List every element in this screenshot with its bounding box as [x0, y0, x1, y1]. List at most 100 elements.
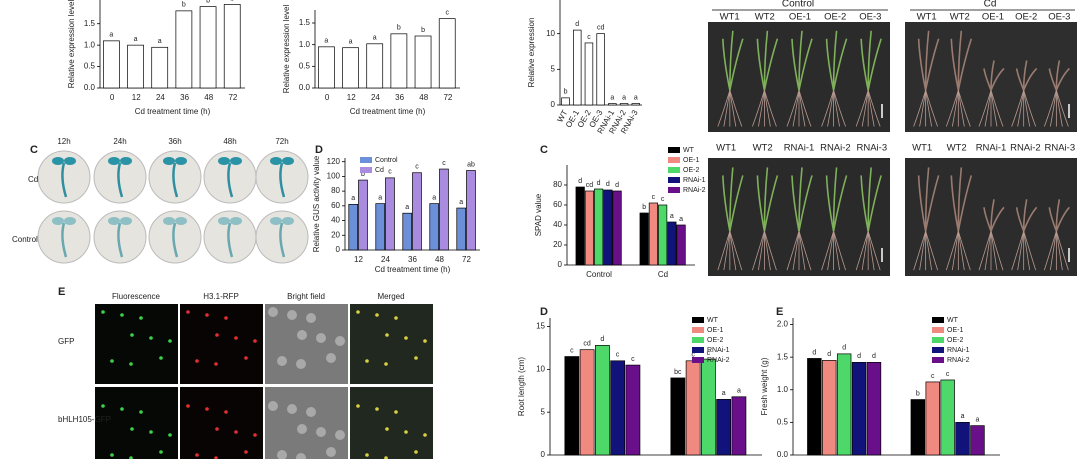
root	[919, 231, 927, 271]
legend-swatch	[360, 167, 372, 173]
significance-letter: ab	[467, 161, 475, 168]
x-axis-label: Cd treatment time (h)	[135, 107, 211, 116]
significance-letter: d	[606, 181, 610, 188]
y-tick-label: 60	[553, 200, 562, 209]
bar	[685, 360, 701, 456]
seedling	[172, 162, 179, 198]
y-tick-label: 0.0	[299, 83, 311, 92]
bar	[910, 399, 926, 456]
bar	[619, 103, 629, 106]
x-tick-label: 48	[419, 93, 428, 102]
bar	[575, 186, 585, 266]
legend-label: WT	[707, 317, 719, 324]
x-tick-label: 72	[462, 255, 471, 264]
bar	[596, 33, 605, 106]
significance-letter: a	[634, 94, 638, 101]
significance-letter: c	[445, 10, 449, 17]
seedling-dish	[255, 150, 309, 204]
root	[1043, 90, 1057, 127]
leaf	[917, 38, 927, 91]
nucleus	[356, 404, 360, 408]
y-tick-label: 1.5	[84, 19, 96, 28]
significance-letter: d	[597, 180, 601, 187]
seedling	[117, 162, 124, 198]
bar	[822, 360, 837, 456]
legend-swatch	[932, 317, 944, 323]
legend-label: OE-2	[683, 167, 699, 174]
bar	[223, 4, 241, 89]
root	[861, 90, 869, 127]
root	[821, 231, 834, 271]
leaf	[957, 30, 963, 91]
bar	[199, 6, 217, 89]
significance-letter: cd	[597, 25, 605, 32]
nucleus	[130, 333, 134, 337]
leaf	[763, 30, 769, 91]
bar	[631, 103, 641, 106]
bar	[676, 224, 686, 266]
leaf	[763, 175, 779, 232]
root	[957, 231, 971, 271]
seedling	[279, 222, 286, 258]
nucleus	[394, 410, 398, 414]
root	[752, 90, 765, 127]
significance-letter: b	[564, 89, 568, 96]
bar	[573, 29, 582, 106]
root	[925, 90, 939, 127]
bar	[348, 204, 359, 251]
y-axis-label: Relative GUS activity value	[312, 155, 321, 252]
seedling-dish	[148, 150, 202, 204]
legend-swatch	[692, 357, 704, 363]
panel-label: C	[540, 144, 548, 156]
root	[786, 231, 800, 271]
legend-label: RNAi-2	[683, 187, 706, 194]
seedling	[61, 222, 68, 258]
nucleus	[244, 356, 248, 360]
panel-label: E	[776, 306, 783, 318]
leaf	[950, 38, 960, 91]
genotype-label: RNAi-1	[784, 143, 815, 154]
nucleus	[404, 430, 408, 434]
root	[798, 90, 812, 127]
column-label: Fluorescence	[112, 292, 161, 301]
significance-letter: a	[459, 199, 463, 206]
cotyledon	[108, 217, 120, 225]
nucleus	[326, 353, 336, 363]
cotyledon	[64, 157, 76, 165]
column-label: H3.1-RFP	[203, 292, 239, 301]
seedling-dish	[203, 210, 257, 264]
leaf	[867, 30, 872, 91]
bar	[366, 43, 384, 89]
nucleus	[159, 356, 163, 360]
y-axis-label: Fresh weight (g)	[760, 357, 769, 415]
genotype-label: WT2	[753, 143, 773, 154]
photo-column-label: Cd	[984, 0, 997, 10]
root	[833, 90, 840, 127]
root	[792, 231, 800, 271]
y-tick-label: 0.5	[84, 62, 96, 71]
genotype-label: OE-3	[1048, 12, 1070, 23]
root	[1017, 231, 1025, 271]
nucleus	[297, 330, 307, 340]
leaf	[957, 38, 973, 91]
bar	[342, 47, 359, 89]
bar	[456, 207, 467, 251]
bar	[175, 10, 193, 89]
root	[867, 231, 881, 271]
y-tick-label: 80	[331, 186, 340, 195]
root	[957, 90, 971, 127]
significance-letter: b	[361, 171, 365, 178]
nucleus	[384, 456, 388, 459]
y-tick-label: 2.0	[777, 320, 789, 329]
bar	[561, 97, 570, 106]
genotype-label: RNAi-2	[820, 143, 851, 154]
significance-letter: c	[707, 350, 711, 357]
leaf	[867, 38, 882, 91]
root	[1055, 90, 1069, 127]
cotyledon	[52, 217, 64, 225]
genotype-label: RNAi-1	[976, 143, 1007, 154]
nucleus	[205, 313, 209, 317]
root	[1023, 231, 1031, 271]
leaf	[798, 167, 803, 232]
